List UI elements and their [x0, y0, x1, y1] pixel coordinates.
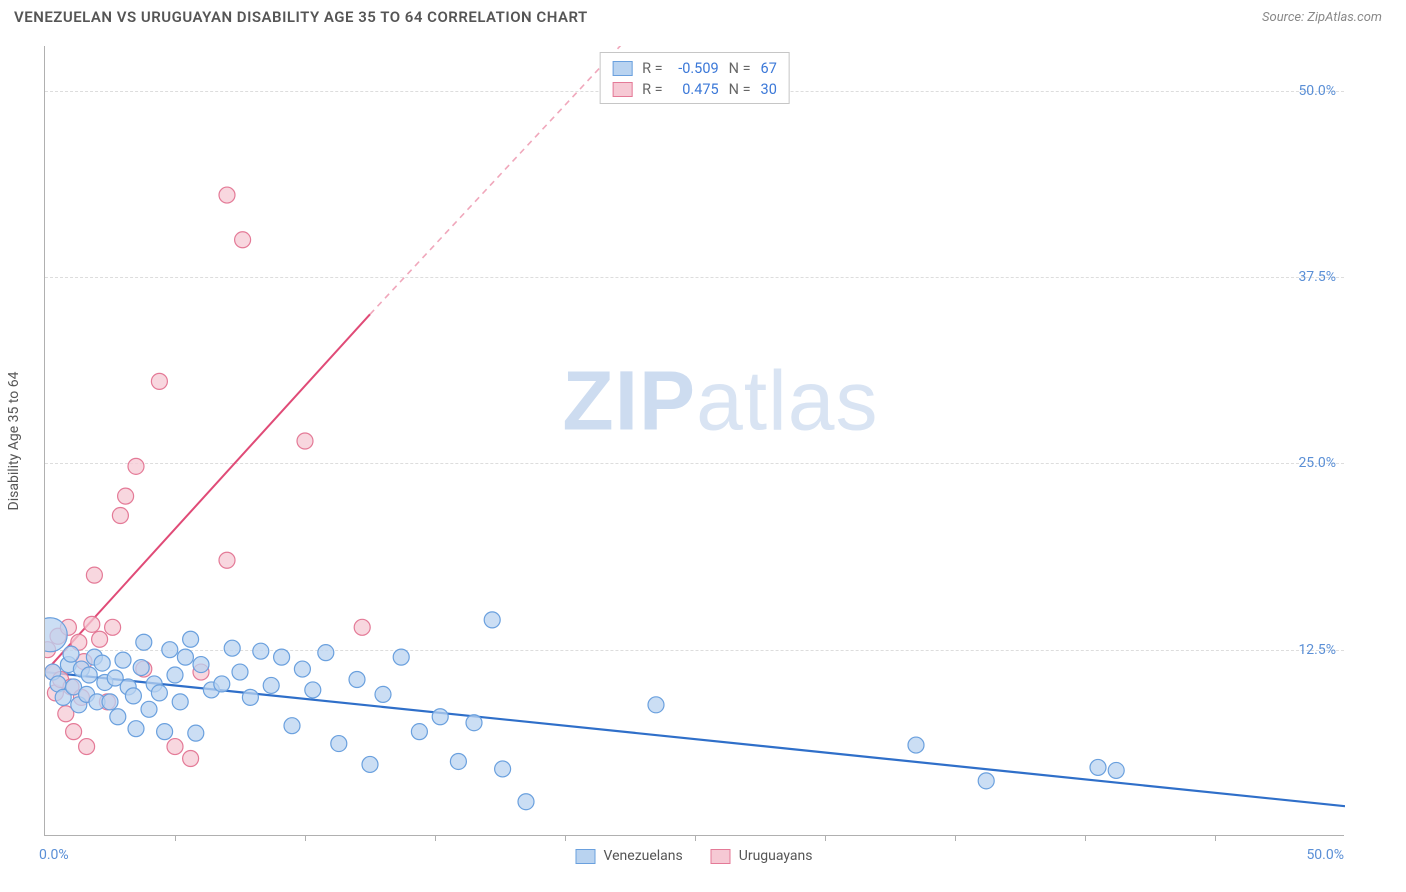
legend-label-venezuelans: Venezuelans	[604, 848, 683, 864]
legend-swatch-uruguayans	[711, 849, 731, 864]
n-value-1: 67	[761, 58, 777, 79]
swatch-uruguayans	[612, 82, 632, 97]
n-value-2: 30	[761, 79, 777, 100]
chart-svg	[45, 46, 1345, 836]
x-origin-label: 0.0%	[39, 847, 69, 863]
r-value-1: -0.509	[671, 58, 719, 79]
stats-row-1: R = -0.509 N = 67	[612, 58, 777, 79]
legend-label-uruguayans: Uruguayans	[739, 848, 813, 864]
legend-item-venezuelans: Venezuelans	[576, 848, 683, 864]
stats-row-2: R = 0.475 N = 30	[612, 79, 777, 100]
n-label-1: N =	[729, 58, 751, 79]
legend: Venezuelans Uruguayans	[576, 848, 813, 864]
stats-box: R = -0.509 N = 67 R = 0.475 N = 30	[599, 52, 790, 104]
legend-swatch-venezuelans	[576, 849, 596, 864]
r-label-1: R =	[642, 58, 663, 79]
x-end-label: 50.0%	[1306, 847, 1344, 863]
r-label-2: R =	[642, 79, 663, 100]
n-label-2: N =	[729, 79, 751, 100]
plot-wrap: Disability Age 35 to 64 ZIPatlas R = -0.…	[44, 46, 1344, 836]
r-value-2: 0.475	[671, 79, 719, 100]
swatch-venezuelans	[612, 61, 632, 76]
plot-area: ZIPatlas R = -0.509 N = 67 R = 0.475 N =…	[44, 46, 1344, 836]
source-label: Source: ZipAtlas.com	[1262, 10, 1382, 25]
y-axis-label: Disability Age 35 to 64	[6, 372, 22, 511]
chart-title: VENEZUELAN VS URUGUAYAN DISABILITY AGE 3…	[14, 8, 588, 26]
legend-item-uruguayans: Uruguayans	[711, 848, 813, 864]
